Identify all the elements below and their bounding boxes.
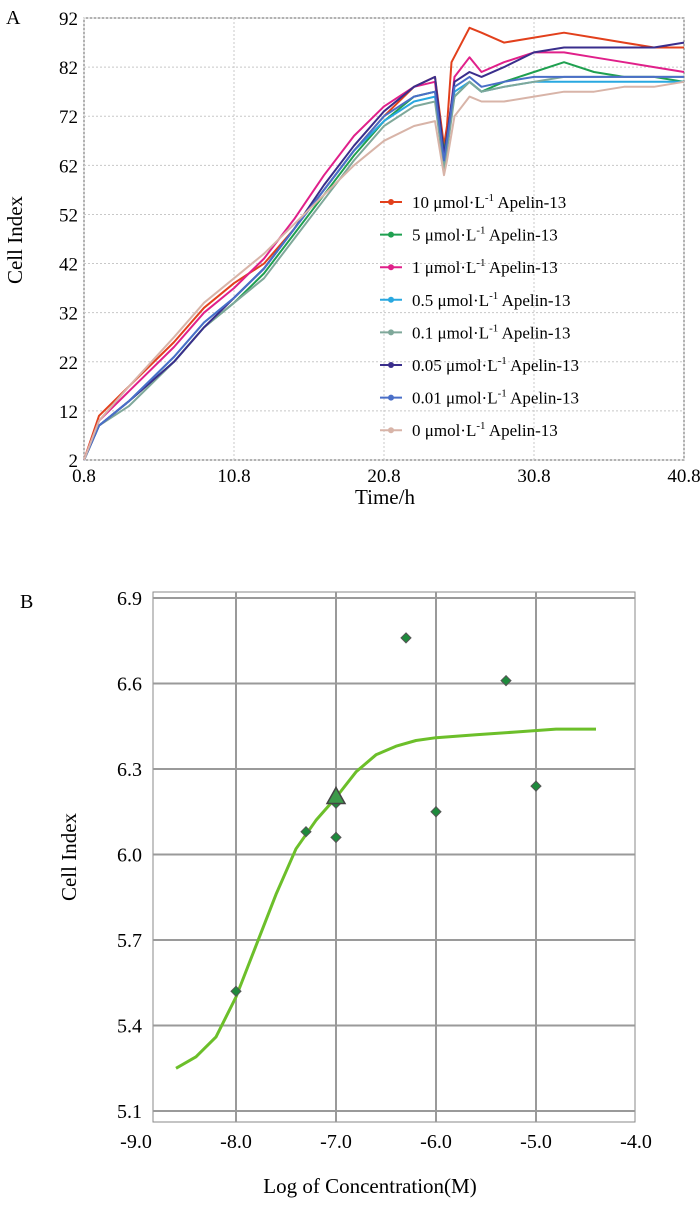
- panel-a-legend-label: 0.05 μmol·L-1 Apelin-13: [412, 355, 579, 375]
- panel-b-y-tick-label: 5.7: [117, 930, 142, 952]
- panel-b-data-point: [430, 806, 442, 818]
- panel-b-data-point: [300, 825, 312, 838]
- panel-a-legend: 10 μmol·L-1 Apelin-13 5 μmol·L-1 Apelin-1…: [380, 192, 579, 440]
- panel-a-legend-label: 0.1 μmol·L-1 Apelin-13: [412, 322, 571, 342]
- panel-a-y-tick-label: 82: [59, 58, 78, 79]
- panel-a-y-tick-label: 12: [59, 402, 78, 423]
- panel-a-y-ticks: 2 12 22 32 42 52 62 72 82 92: [59, 9, 78, 472]
- panel-a-y-tick-label: 2: [69, 451, 79, 472]
- panel-a-legend-item: 0 μmol·L-1 Apelin-13: [380, 420, 558, 440]
- panel-b-x-ticks: -9.0 -8.0 -7.0 -6.0 -5.0 -4.0: [120, 1131, 652, 1153]
- panel-a-y-tick-label: 52: [59, 205, 78, 226]
- panel-a-x-ticks: 0.8 10.8 20.8 30.8 40.8: [72, 466, 700, 487]
- legend-swatch-marker: [388, 362, 394, 368]
- panel-b-x-axis-label: Log of Concentration(M): [263, 1174, 476, 1198]
- panel-b-points: [230, 632, 542, 998]
- panel-b-y-tick-label: 6.9: [117, 588, 142, 610]
- legend-swatch-marker: [388, 427, 394, 434]
- panel-b-y-axis-label: Cell Index: [57, 812, 81, 901]
- panel-a-legend-label: 10 μmol·L-1 Apelin-13: [412, 192, 566, 212]
- panel-b: B 5.1 5.4 5.7 6.0 6.3 6.6 6.9 -9.0 -8.0 -7.0 -6.0…: [20, 588, 652, 1198]
- panel-a-legend-item: 5 μmol·L-1 Apelin-13: [380, 225, 558, 245]
- legend-swatch-marker: [388, 199, 394, 205]
- panel-a-legend-item: 0.05 μmol·L-1 Apelin-13: [380, 355, 579, 375]
- panel-b-fit-curve-group: [175, 727, 596, 1070]
- panel-a-y-tick-label: 62: [59, 156, 78, 177]
- panel-b-y-tick-label: 5.4: [117, 1016, 142, 1038]
- panel-a-y-axis-label: Cell Index: [3, 195, 27, 284]
- panel-a-x-tick-label: 40.8: [667, 466, 700, 487]
- panel-a-legend-item: 10 μmol·L-1 Apelin-13: [380, 192, 566, 212]
- panel-a-legend-label: 0.01 μmol·L-1 Apelin-13: [412, 388, 579, 408]
- panel-a-x-tick-label: 20.8: [367, 466, 400, 487]
- panel-b-y-tick-label: 6.3: [117, 759, 142, 781]
- panel-b-y-ticks: 5.1 5.4 5.7 6.0 6.3 6.6 6.9: [117, 588, 142, 1123]
- panel-a-grid: [83, 17, 685, 461]
- panel-a-y-tick-label: 42: [59, 255, 78, 276]
- panel-b-grid: [153, 592, 635, 1122]
- panel-a-x-axis-label: Time/h: [355, 485, 415, 509]
- panel-b-plot-area: [152, 591, 636, 1123]
- panel-b-y-tick-label: 6.6: [117, 674, 142, 696]
- legend-swatch-marker: [388, 394, 394, 401]
- panel-a-y-tick-label: 32: [59, 304, 78, 325]
- panel-b-x-tick-label: -4.0: [620, 1131, 652, 1153]
- panel-b-data-point: [530, 780, 542, 792]
- panel-b-ec50-marker: [325, 785, 347, 805]
- panel-a-legend-item: 0.01 μmol·L-1 Apelin-13: [380, 388, 579, 408]
- panel-b-x-tick-label: -7.0: [320, 1131, 352, 1153]
- panel-b-y-tick-label: 6.0: [117, 845, 142, 867]
- panel-a-legend-label: 5 μmol·L-1 Apelin-13: [412, 225, 558, 245]
- panel-a-series-line-5: [83, 41, 685, 461]
- panel-a-y-tick-label: 22: [59, 353, 78, 374]
- panel-a-x-tick-label: 0.8: [72, 466, 96, 487]
- panel-a-legend-label: 1 μmol·L-1 Apelin-13: [412, 257, 558, 277]
- panel-a-x-tick-label: 10.8: [217, 466, 250, 487]
- panel-a-y-tick-label: 72: [59, 107, 78, 128]
- panel-a-x-tick-label: 30.8: [517, 466, 550, 487]
- panel-b-x-tick-label: -9.0: [120, 1131, 152, 1153]
- legend-swatch-marker: [388, 296, 394, 303]
- panel-b-x-tick-label: -5.0: [520, 1131, 552, 1153]
- panel-b-y-tick-label: 5.1: [117, 1101, 142, 1123]
- legend-swatch-marker: [388, 264, 394, 271]
- panel-b-data-point: [230, 985, 242, 998]
- panel-a-series: [83, 26, 685, 461]
- legend-swatch-marker: [388, 329, 394, 336]
- panel-a-y-tick-label: 92: [59, 9, 78, 30]
- panel-b-data-point: [500, 674, 512, 687]
- panel-b-label: B: [20, 591, 33, 613]
- legend-swatch-marker: [388, 231, 394, 238]
- panel-b-x-tick-label: -8.0: [220, 1131, 252, 1153]
- panel-a: A 2 12 22 32 42 52 62 72 82 92 0.8 10.8 20.8 30.8 40.…: [3, 7, 700, 509]
- panel-a-legend-label: 0 μmol·L-1 Apelin-13: [412, 420, 558, 440]
- panel-a-legend-item: 0.1 μmol·L-1 Apelin-13: [380, 322, 571, 342]
- panel-a-legend-item: 1 μmol·L-1 Apelin-13: [380, 257, 558, 277]
- panel-a-label: A: [6, 7, 21, 29]
- panel-a-series-line-6: [83, 75, 684, 461]
- panel-b-data-point: [330, 831, 342, 844]
- panel-a-series-line-7: [83, 80, 685, 461]
- panel-b-data-point: [400, 632, 412, 644]
- panel-a-legend-item: 0.5 μmol·L-1 Apelin-13: [380, 290, 571, 310]
- panel-a-legend-label: 0.5 μmol·L-1 Apelin-13: [412, 290, 571, 310]
- panel-b-fit-curve: [175, 727, 596, 1070]
- panel-b-x-tick-label: -6.0: [420, 1131, 452, 1153]
